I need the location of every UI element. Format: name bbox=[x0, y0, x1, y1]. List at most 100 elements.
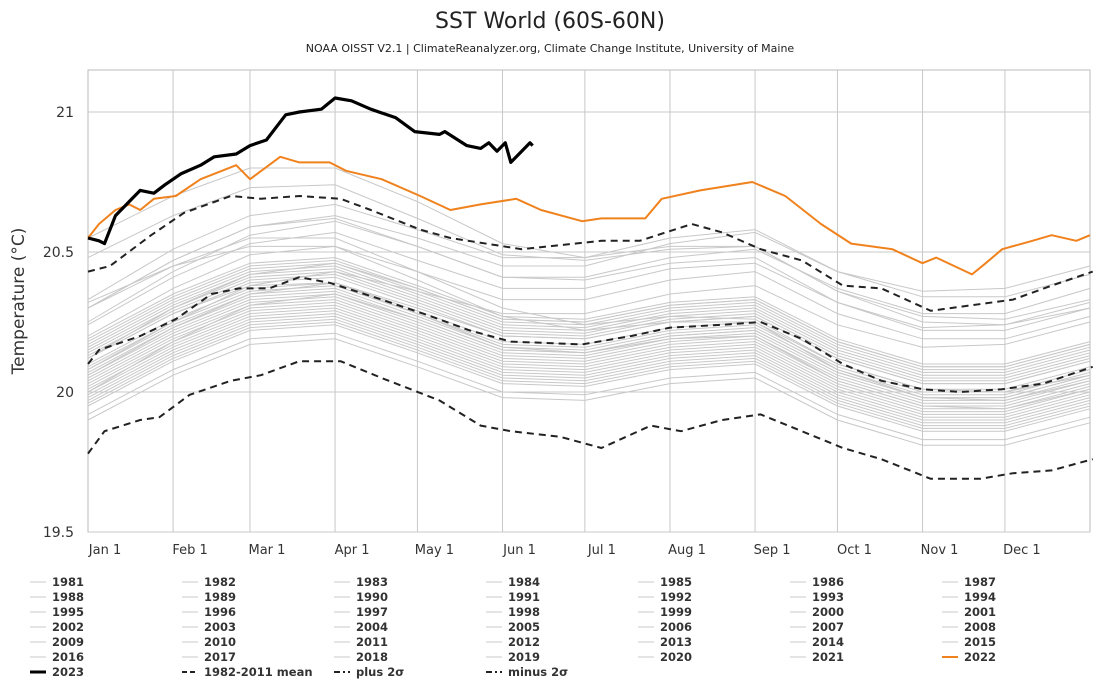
legend-item: 2004 bbox=[334, 620, 388, 634]
series-line-2015 bbox=[87, 215, 1091, 309]
series-line-1994 bbox=[87, 285, 1091, 393]
legend-item: 1985 bbox=[638, 575, 692, 589]
legend-item: 2000 bbox=[790, 605, 844, 619]
x-tick-label: May 1 bbox=[415, 543, 454, 558]
series-line-1982-2011-mean bbox=[87, 276, 1094, 393]
legend-label: 2023 bbox=[52, 665, 84, 679]
y-tick-label: 20 bbox=[56, 385, 74, 401]
series-line-1991 bbox=[87, 301, 1091, 410]
series-line-2011 bbox=[87, 282, 1091, 385]
x-tick-label: Dec 1 bbox=[1003, 543, 1041, 558]
legend-label: 1992 bbox=[660, 590, 692, 604]
legend-label: 1999 bbox=[660, 605, 692, 619]
series-line-2017 bbox=[87, 217, 1091, 331]
series-line-1984 bbox=[87, 332, 1091, 441]
series-line-2003 bbox=[87, 262, 1091, 371]
series-line-1996 bbox=[87, 304, 1091, 413]
x-tick-label: Feb 1 bbox=[172, 543, 207, 558]
legend-label: 2006 bbox=[660, 620, 692, 634]
legend-item: 1993 bbox=[790, 590, 844, 604]
legend-label: 2013 bbox=[660, 635, 692, 649]
series-line-1990 bbox=[87, 293, 1091, 401]
legend-item: 2007 bbox=[790, 620, 844, 634]
series-line-1992 bbox=[87, 313, 1091, 421]
gridlines bbox=[87, 69, 1091, 533]
legend-item: 2003 bbox=[182, 620, 236, 634]
series-line-2013 bbox=[87, 259, 1091, 368]
legend-label: 2008 bbox=[964, 620, 996, 634]
legend: 1981 1982 1983 1984 1985 1986 1987 1988 1989 1990… bbox=[30, 575, 996, 679]
legend-item: 1992 bbox=[638, 590, 692, 604]
legend-label: 2012 bbox=[508, 635, 540, 649]
legend-label: 1989 bbox=[204, 590, 236, 604]
legend-item: 1989 bbox=[182, 590, 236, 604]
y-axis-label: Temperature (°C) bbox=[9, 228, 29, 376]
legend-item: 1984 bbox=[486, 575, 540, 589]
legend-label: 1982-2011 mean bbox=[204, 665, 313, 679]
legend-label: 1985 bbox=[660, 575, 692, 589]
series-line-2005 bbox=[87, 257, 1091, 365]
legend-label: 2014 bbox=[812, 635, 844, 649]
series-line-1989 bbox=[87, 318, 1091, 427]
legend-item: 2017 bbox=[182, 650, 236, 664]
series-line-2010 bbox=[87, 245, 1091, 401]
legend-label: 1987 bbox=[964, 575, 996, 589]
legend-label: 2009 bbox=[52, 635, 84, 649]
legend-label: 1988 bbox=[52, 590, 84, 604]
series-line-2004 bbox=[87, 271, 1091, 379]
legend-item: 2008 bbox=[942, 620, 996, 634]
legend-item: 1994 bbox=[942, 590, 996, 604]
series-line-1982 bbox=[87, 324, 1091, 432]
legend-item: 1981 bbox=[30, 575, 84, 589]
legend-item: 2006 bbox=[638, 620, 692, 634]
legend-item: 1988 bbox=[30, 590, 84, 604]
legend-label: 1994 bbox=[964, 590, 996, 604]
legend-item: 1982 bbox=[182, 575, 236, 589]
series-line-2001 bbox=[87, 273, 1091, 382]
legend-item: 2010 bbox=[182, 635, 236, 649]
series-line-1999 bbox=[87, 310, 1091, 418]
legend-label: 2011 bbox=[356, 635, 388, 649]
legend-item: 2011 bbox=[334, 635, 388, 649]
legend-label: 2001 bbox=[964, 605, 996, 619]
legend-item: 1998 bbox=[486, 605, 540, 619]
legend-item: 1999 bbox=[638, 605, 692, 619]
legend-label: 2019 bbox=[508, 650, 540, 664]
legend-label: minus 2σ bbox=[508, 665, 568, 679]
legend-label: 1984 bbox=[508, 575, 540, 589]
legend-item: 1983 bbox=[334, 575, 388, 589]
legend-label: 2010 bbox=[204, 635, 236, 649]
legend-item: 1995 bbox=[30, 605, 84, 619]
legend-item: 2018 bbox=[334, 650, 388, 664]
x-tick-label: Jan 1 bbox=[88, 543, 121, 558]
legend-label: 2021 bbox=[812, 650, 844, 664]
series-line-2009 bbox=[87, 271, 1091, 371]
legend-label: 2002 bbox=[52, 620, 84, 634]
legend-item: plus 2σ bbox=[334, 665, 404, 679]
legend-item: 1987 bbox=[942, 575, 996, 589]
axes: 19.5 20 20.5 21 Jan 1 Feb 1 Mar 1 Apr 1 May 1 Jun… bbox=[43, 105, 1041, 558]
legend-label: 1983 bbox=[356, 575, 388, 589]
series-line-2002 bbox=[87, 265, 1091, 373]
series-line-1993 bbox=[87, 307, 1091, 415]
legend-label: 1993 bbox=[812, 590, 844, 604]
series-line-1985 bbox=[87, 338, 1091, 446]
series-line-2014 bbox=[87, 245, 1091, 340]
series-line-2019 bbox=[87, 203, 1091, 301]
series-line-2023 bbox=[87, 96, 534, 246]
series-line-minus-2- bbox=[87, 360, 1093, 480]
legend-label: 1998 bbox=[508, 605, 540, 619]
y-tick-label: 20.5 bbox=[43, 245, 74, 261]
legend-item: 2013 bbox=[638, 635, 692, 649]
legend-label: 2016 bbox=[52, 650, 84, 664]
y-tick-label: 19.5 bbox=[43, 525, 74, 541]
x-tick-label: Oct 1 bbox=[837, 543, 872, 558]
x-tick-label: Sep 1 bbox=[754, 543, 791, 558]
legend-label: 1997 bbox=[356, 605, 388, 619]
series-line-plus-2- bbox=[87, 195, 1094, 312]
series-line-2020 bbox=[87, 184, 1091, 326]
legend-item: 2012 bbox=[486, 635, 540, 649]
legend-label: 2015 bbox=[964, 635, 996, 649]
